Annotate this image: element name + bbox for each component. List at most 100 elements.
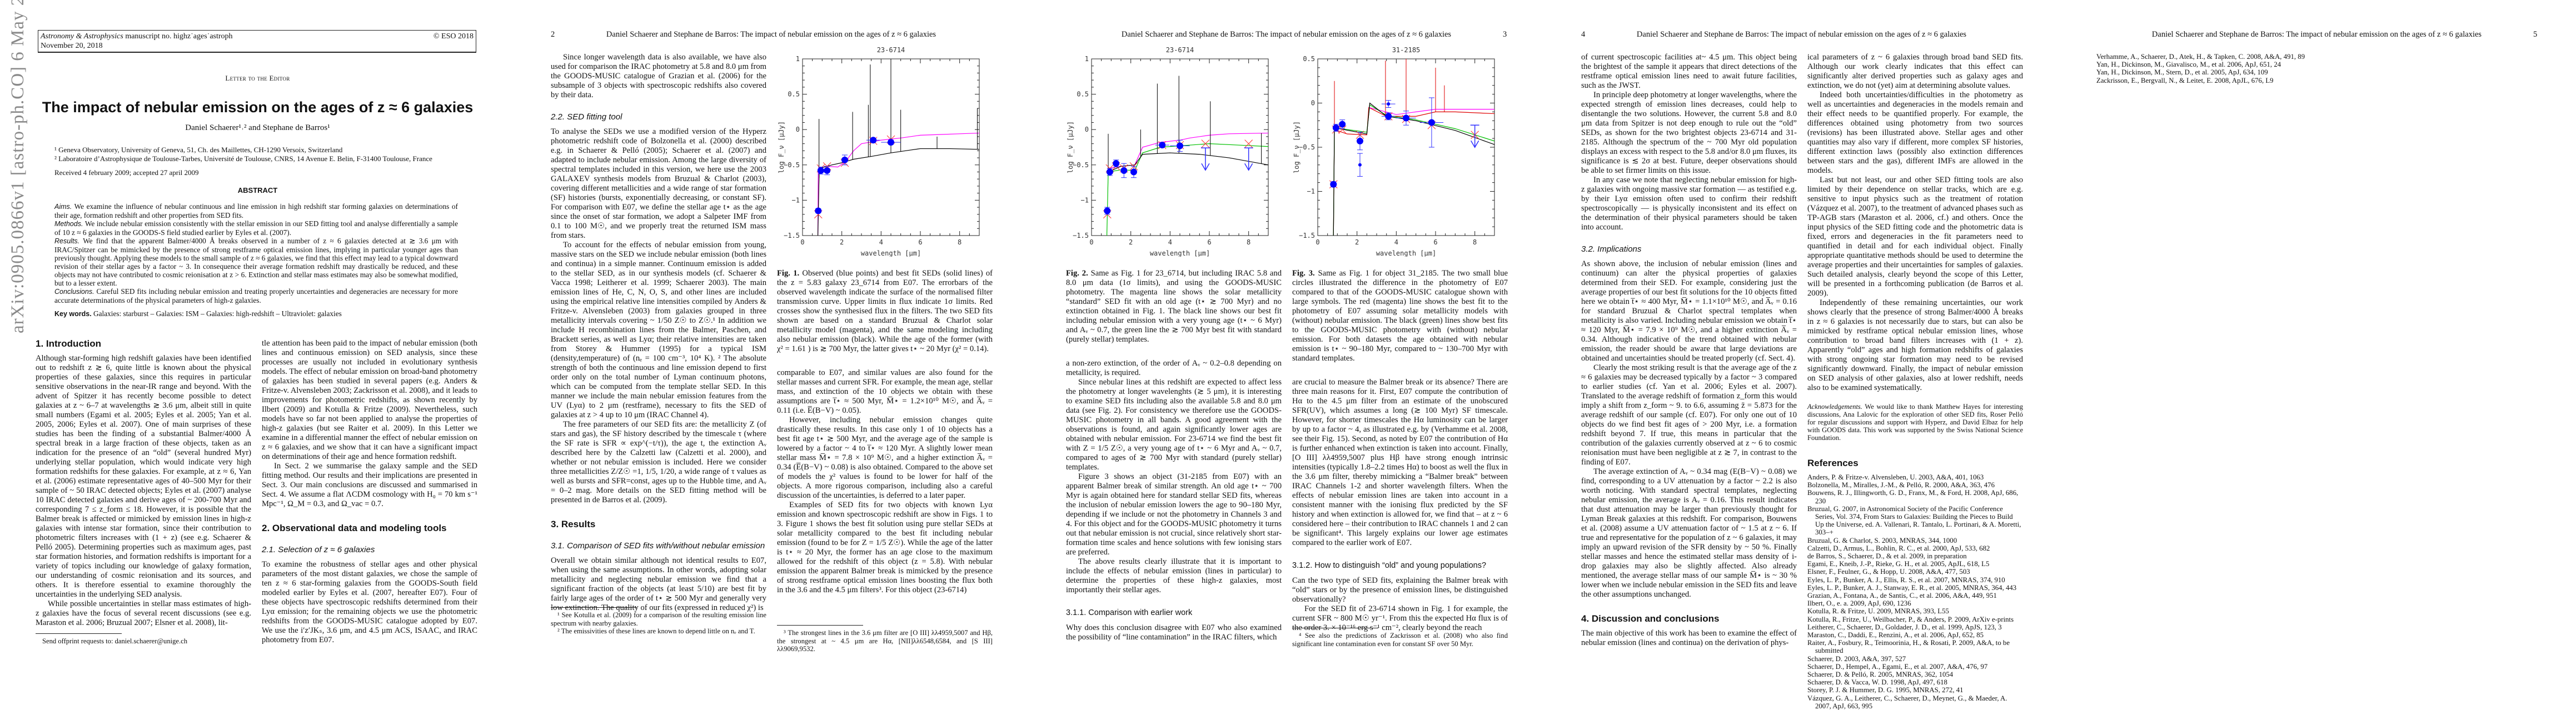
figure: 23-6714 0 2 4 6 8 −1.5 −1 −0.5 0 0.5 1 wavelength [μ… <box>777 44 993 257</box>
y-tick-label: 1 <box>796 55 800 63</box>
footnote: ² The emissivities of these lines are kn… <box>557 627 755 636</box>
reference-entry: de Barros, S., Schaerer, D., & et al. 20… <box>1807 552 1967 561</box>
paragraph: comparable to E07, and similar values ar… <box>777 368 993 415</box>
left-column: of current spectroscopic facilities at~ … <box>1581 53 1797 648</box>
x-tick-label: 2 <box>1129 238 1133 246</box>
paragraph: of current spectroscopic facilities at~ … <box>1581 53 1797 90</box>
caption-text: Same as Fig. 1 for object 31_2185. The t… <box>1292 269 1508 363</box>
y-tick-label: 0.5 <box>788 91 800 98</box>
section-heading: References <box>1807 458 1858 468</box>
sed-chart: 23-6714 0 2 4 6 8 −1.5 −1 −0.5 0 0.5 1 wavelength [μ… <box>778 46 980 257</box>
running-head: Daniel Schaerer and Stephane de Barros: … <box>606 30 936 39</box>
observed-point <box>1356 137 1363 144</box>
subsection-heading: 2.1. Selection of z ≈ 6 galaxies <box>262 545 375 554</box>
paragraph: Clearly the most striking result is that… <box>1581 363 1797 467</box>
paragraph: However, including nebular emission chan… <box>777 416 993 500</box>
abstract-label: Conclusions. <box>54 288 94 296</box>
model-flux-cross <box>1338 125 1347 134</box>
observed-point <box>815 207 822 214</box>
abstract-text: We examine the influence of nebular cont… <box>54 202 458 219</box>
x-tick-label: 6 <box>1433 238 1437 246</box>
y-tick-label: −1 <box>1307 188 1315 196</box>
left-column: Verhamme, A., Schaerer, D., Atek, H., & … <box>2096 53 2312 84</box>
paragraph: For the SED fit of 23-6714 shown in Fig.… <box>1292 604 1508 632</box>
observed-point-e07 <box>1387 102 1391 106</box>
left-column: 23-6714 0 2 4 6 8 −1.5 −1 −0.5 0 0.5 1 wavelength [μ… <box>1066 44 1282 642</box>
abstract-paragraph: Results. We find that the apparent Balme… <box>54 237 458 287</box>
page-number: 5 <box>2533 30 2538 39</box>
paragraph: To examine the robustness of stellar age… <box>262 560 477 644</box>
reference-entry: Yan, H., Dickinson, M., Giavalisco, M., … <box>2096 61 2281 69</box>
x-tick-label: 4 <box>879 238 883 246</box>
abstract-text: Careful SED fits including nebular emiss… <box>54 287 458 304</box>
observed-point <box>1403 114 1409 122</box>
paragraph: tle attention has been paid to the impac… <box>262 339 477 461</box>
affiliation: ² Laboratoire d’Astrophysique de Toulous… <box>54 154 432 163</box>
paragraph: a non-zero extinction, of the order of A… <box>1066 359 1282 377</box>
page-1: Astronomy & Astrophysics manuscript no. … <box>0 0 515 667</box>
paper-title: The impact of nebular emission on the ag… <box>42 99 474 116</box>
reference-entry: Vázquez, G. A., Leitherer, C., Schaerer,… <box>1807 694 2007 710</box>
footnote-rule <box>551 607 637 608</box>
abstract: Aims. We examine the influence of nebula… <box>54 202 458 318</box>
x-axis-label: wavelength [μm] <box>861 249 921 257</box>
paragraph: Since nebular lines at this redshift are… <box>1066 378 1282 472</box>
observed-point <box>817 167 824 174</box>
keywords-label: Key words. <box>54 310 92 318</box>
figure: 31-2185 0 2 4 6 8 −1.5 −1 −0.5 0 0.5 wavelength [μm… <box>1292 44 1508 257</box>
page-number: 4 <box>1581 30 1586 39</box>
authors: Daniel Schaerer¹˒² and Stephane de Barro… <box>185 123 330 132</box>
caption-text: Same as Fig. 1 for 23_6714, but includin… <box>1066 269 1282 344</box>
series-line-1 <box>1368 107 1494 115</box>
x-axis-label: wavelength [μm] <box>1376 249 1436 257</box>
reference-entry: Leitherer, C., Schaerer, D., Goldader, J… <box>1807 623 2002 631</box>
paragraph: The main objective of this work has been… <box>1581 629 1797 647</box>
series-line-1 <box>1106 143 1269 236</box>
journal-header-box: Astronomy & Astrophysics manuscript no. … <box>38 30 476 53</box>
paragraph: Independently of these remaining uncerta… <box>1807 298 2023 392</box>
reference-entry: Elsner, F., Feulner, G., & Hopp, U. 2008… <box>1807 568 1970 576</box>
y-tick-label: 0 <box>1311 99 1315 107</box>
footnotes: ⁴ See also the predictions of Zackrisson… <box>1292 628 1508 648</box>
subsection-heading: 3.2. Implications <box>1581 244 1642 254</box>
abstract-text: We include nebular emission consistently… <box>54 219 458 237</box>
section-heading: 2. Observational data and modeling tools <box>262 523 447 533</box>
acknowledgements: Acknowledgements. We would like to thank… <box>1807 403 2023 442</box>
paragraph: Although star-forming high redshift gala… <box>36 354 251 599</box>
keywords-text: Galaxies: starburst – Galaxies: ISM – Ga… <box>91 309 342 318</box>
series-line-3 <box>1333 102 1495 236</box>
left-column: Since longer wavelength data is also ava… <box>551 53 766 613</box>
footnotes: ³ The strongest lines in the 3.6 μm filt… <box>777 625 993 653</box>
acknowledgements-text: We would like to thank Matthew Hayes for… <box>1807 403 2023 442</box>
reference-entry: Calzetti, D., Armus, L., Bohlin, R. C., … <box>1807 544 1990 552</box>
reference-entry: Grazian, A., Fontana, A., de Santis, C.,… <box>1807 592 1997 600</box>
left-column: 1. Introduction Although star-forming hig… <box>36 339 251 628</box>
figure-caption: Fig. 2. Same as Fig. 1 for 23_6714, but … <box>1066 269 1282 344</box>
y-axis-label: log F_ν [μJy] <box>778 121 785 173</box>
figure-caption: Fig. 1. Observed (blue points) and best … <box>777 269 993 354</box>
sed-chart: 23-6714 0 2 4 6 8 −1.5 −1 −0.5 0 0.5 1 wavelength [μ… <box>1067 46 1269 257</box>
paragraph: The free parameters of our SED fits are:… <box>551 420 766 504</box>
reference-entry: Raiter, A., Fosbury, R., Teimoorinia, H.… <box>1807 639 2010 655</box>
x-axis-label: wavelength [μm] <box>1150 249 1210 257</box>
acknowledgements-label: Acknowledgements. <box>1807 403 1862 411</box>
observed-point <box>1428 119 1435 126</box>
footnote-rule <box>36 633 122 634</box>
series-line-0 <box>1333 107 1495 236</box>
paragraph: Since longer wavelength data is also ava… <box>551 53 766 99</box>
y-tick-label: −0.5 <box>784 161 800 169</box>
paragraph: As shown above, the inclusion of nebular… <box>1581 259 1797 363</box>
page-5: Daniel Schaerer and Stephane de Barros: … <box>2061 0 2576 667</box>
reference-entry: Schaerer, D. 2003, A&A, 397, 527 <box>1807 654 1906 663</box>
observed-point <box>1177 142 1183 149</box>
reference-entry: Eyles, L. P., Bunker, A. J., Ellis, R. S… <box>1807 576 2005 584</box>
chart-title: 31-2185 <box>1392 46 1421 54</box>
paragraph: Why does this conclusion disagree with E… <box>1066 623 1282 642</box>
caption-text: Observed (blue points) and best fit SEDs… <box>777 269 993 353</box>
page-4: Daniel Schaerer and Stephane de Barros: … <box>1546 0 2061 710</box>
reference-entry: Eyles, L. P., Bunker, A. J., Stanway, E.… <box>1807 583 2017 592</box>
observed-point <box>870 137 877 144</box>
page-3: Daniel Schaerer and Stephane de Barros: … <box>1030 0 1546 667</box>
right-column: tle attention has been paid to the impac… <box>262 339 477 645</box>
observed-point <box>841 156 848 163</box>
